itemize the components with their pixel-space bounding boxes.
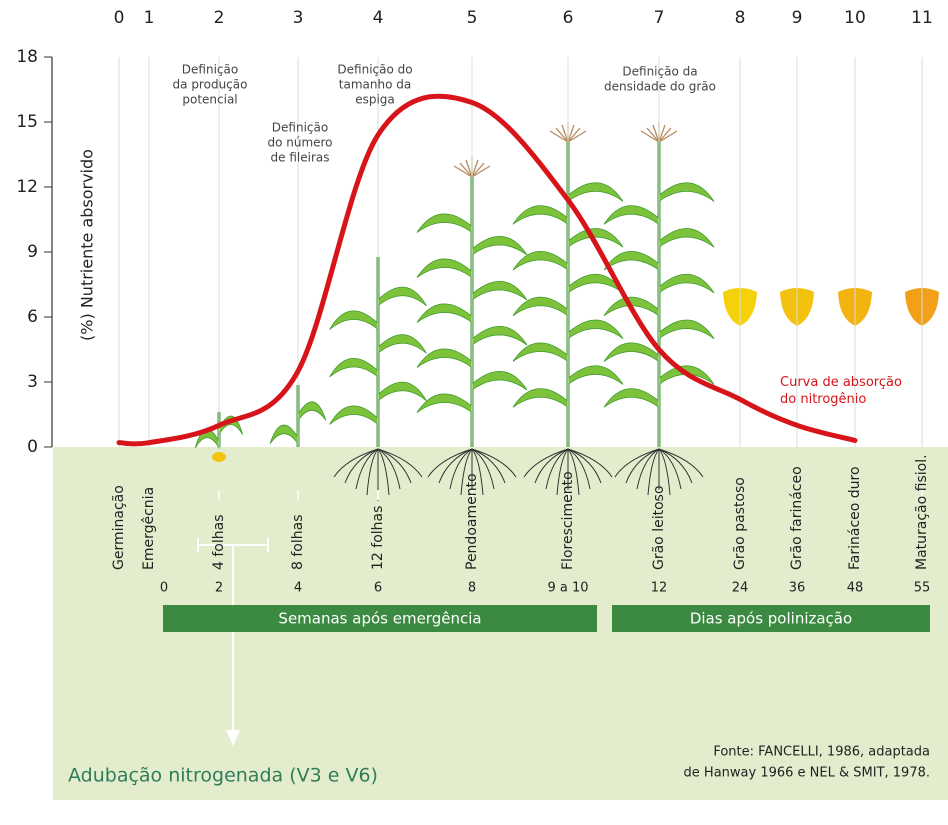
leaf xyxy=(513,297,568,316)
seed xyxy=(212,452,226,462)
stage-name: Grão pastoso xyxy=(732,477,748,570)
stage-name: Farináceo duro xyxy=(847,466,863,570)
leaf xyxy=(659,320,714,339)
time-label: 36 xyxy=(789,581,806,596)
time-label: 9 a 10 xyxy=(547,581,588,596)
leaf xyxy=(417,259,472,278)
annotation: espiga xyxy=(355,93,395,107)
annotation: de fileiras xyxy=(271,151,330,165)
stage-name: Florescimento xyxy=(560,471,576,570)
y-tick-label: 3 xyxy=(27,372,38,392)
time-label: 48 xyxy=(847,581,864,596)
stage-number: 0 xyxy=(114,8,125,28)
annotation: do número xyxy=(267,136,332,150)
leaf xyxy=(330,406,378,425)
stage-name: Emergêcnia xyxy=(141,487,157,570)
stage-number: 8 xyxy=(735,8,746,28)
stage-number: 9 xyxy=(792,8,803,28)
leaf xyxy=(330,358,378,377)
leaf xyxy=(568,320,623,339)
time-label: 8 xyxy=(468,581,476,596)
stage-number: 10 xyxy=(844,8,866,28)
period-label: Dias após polinização xyxy=(690,610,852,628)
curve xyxy=(119,96,855,444)
leaf xyxy=(659,183,714,202)
leaf xyxy=(513,206,568,225)
leaf xyxy=(417,214,472,233)
annotation: Definição xyxy=(272,121,328,135)
annotation: densidade do grão xyxy=(604,80,716,94)
annotation: Definição da xyxy=(622,65,697,79)
plants xyxy=(195,122,939,501)
leaf xyxy=(472,371,527,390)
stage-name: Grão farináceo xyxy=(789,466,805,570)
stage-name: 4 folhas xyxy=(211,515,227,571)
leaf xyxy=(513,343,568,362)
source: de Hanway 1966 e NEL & SMIT, 1978. xyxy=(684,766,930,781)
time-label: 6 xyxy=(374,581,382,596)
leaf xyxy=(604,343,659,362)
stage-number: 2 xyxy=(214,8,225,28)
y-tick-label: 12 xyxy=(16,177,38,197)
stage-name: 8 folhas xyxy=(290,515,306,571)
stage-number: 5 xyxy=(467,8,478,28)
leaf xyxy=(659,228,714,247)
y-tick-label: 6 xyxy=(27,307,38,327)
leaf xyxy=(604,251,659,270)
y-tick-label: 9 xyxy=(27,242,38,262)
stage-number: 4 xyxy=(373,8,384,28)
leaf xyxy=(604,389,659,408)
time-label: 12 xyxy=(651,581,668,596)
leaf xyxy=(330,311,378,330)
leaf xyxy=(270,425,298,444)
leaf xyxy=(513,389,568,408)
annotation: Definição do xyxy=(337,63,412,77)
stage-number: 3 xyxy=(293,8,304,28)
time-label: 55 xyxy=(914,581,931,596)
stage-name: Germinação xyxy=(111,485,127,570)
time-label: 4 xyxy=(294,581,302,596)
stage-name: 12 folhas xyxy=(370,506,386,570)
y-tick-label: 18 xyxy=(16,47,38,67)
leaf xyxy=(472,326,527,345)
y-axis-label: (%) Nutriente absorvido xyxy=(78,149,97,341)
source: Fonte: FANCELLI, 1986, adaptada xyxy=(713,745,930,760)
period-label: Semanas após emergência xyxy=(278,610,481,628)
annotation: da produção xyxy=(173,78,248,92)
leaf xyxy=(417,394,472,413)
annotation: potencial xyxy=(182,93,237,107)
leaf xyxy=(568,366,623,385)
time-label: 0 xyxy=(160,581,168,596)
leaf xyxy=(472,236,527,255)
leaf xyxy=(298,402,326,421)
chart: (%) Nutriente absorvido Adubação nitroge… xyxy=(0,0,948,825)
stage-name: Grão leitoso xyxy=(651,485,667,570)
time-label: 24 xyxy=(732,581,749,596)
y-tick-label: 15 xyxy=(16,112,38,132)
leaf xyxy=(472,281,527,300)
stage-number: 1 xyxy=(144,8,155,28)
time-label: 2 xyxy=(215,581,223,596)
stage-number: 7 xyxy=(654,8,665,28)
leaf xyxy=(417,304,472,323)
leaf xyxy=(378,287,426,306)
leaf xyxy=(378,335,426,354)
fertilization: Adubação nitrogenada (V3 e V6) xyxy=(68,765,378,787)
stage-number: 11 xyxy=(911,8,933,28)
leaf xyxy=(604,206,659,225)
stage-number: 6 xyxy=(563,8,574,28)
leaf xyxy=(378,382,426,401)
stage-name: Maturação fisiol. xyxy=(914,454,930,570)
y-tick-label: 0 xyxy=(27,437,38,457)
annotation: tamanho da xyxy=(339,78,411,92)
stage-name: Pendoamento xyxy=(464,473,480,570)
leaf xyxy=(513,251,568,270)
leaf xyxy=(659,274,714,293)
leaf xyxy=(568,183,623,202)
annotation: Definição xyxy=(182,63,238,77)
